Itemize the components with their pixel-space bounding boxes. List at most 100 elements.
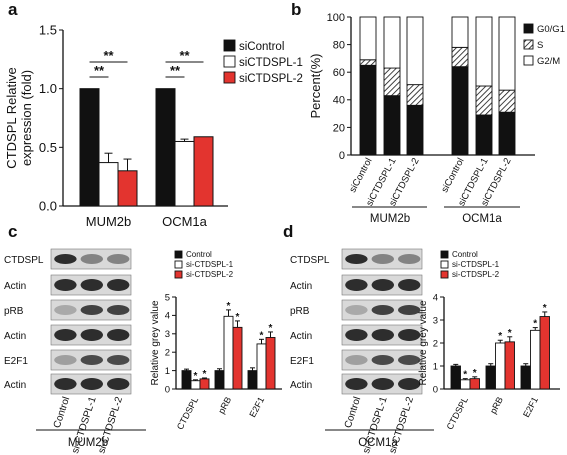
c-legend-label: si-CTDSPL-1 <box>186 260 234 269</box>
b-bar-segment <box>383 95 401 156</box>
d-blot-band <box>371 279 394 291</box>
c-legend-label: Control <box>186 250 212 259</box>
a-y-tick-label: 1.0 <box>39 81 57 96</box>
d-legend-swatch <box>440 270 449 279</box>
d-blot-band <box>345 254 368 264</box>
d-y-tick-label: 2 <box>433 338 438 349</box>
b-y-tick-label: 80 <box>333 39 345 51</box>
a-y-label-line2: expression (fold) <box>19 70 34 166</box>
b-bar-segment <box>498 89 516 113</box>
c-sig-label: * <box>203 369 207 380</box>
b-bar-segment <box>359 16 377 61</box>
b-bar-segment <box>451 66 469 156</box>
a-sig-label: ** <box>179 48 190 63</box>
d-bar <box>495 342 506 390</box>
c-legend-label: si-CTDSPL-2 <box>186 270 234 279</box>
c-blot-band <box>54 355 77 365</box>
b-bar-segment <box>475 114 493 156</box>
a-y-label-line1: CTDSPL Relative <box>4 67 19 168</box>
d-blot-band <box>371 378 394 390</box>
c-bar <box>256 343 267 390</box>
d-x-tick-label: pRB <box>488 395 505 415</box>
panel-letter-c: c <box>8 222 18 241</box>
d-legend-label: Control <box>452 250 478 259</box>
b-bar-segment <box>383 16 401 69</box>
b-bar-segment <box>451 46 469 68</box>
c-bar <box>265 337 276 390</box>
c-cellline-label: MUM2b <box>68 437 108 449</box>
d-blot-row-label: Actin <box>290 281 312 292</box>
c-blot-row-label: Actin <box>4 331 26 342</box>
a-legend-label: siControl <box>239 41 284 53</box>
c-sig-label: * <box>236 312 240 323</box>
b-bar-segment <box>383 67 401 97</box>
b-legend-label: S <box>537 40 543 51</box>
d-blot-band <box>345 305 368 315</box>
c-legend-swatch <box>174 250 183 259</box>
d-blot-band <box>371 329 394 341</box>
c-blot-band <box>54 254 77 264</box>
c-blot-row-label: Actin <box>4 281 26 292</box>
a-x-tick-label: MUM2b <box>86 214 132 229</box>
d-sig-label: * <box>543 303 547 314</box>
a-bar <box>193 136 214 207</box>
d-lane-label: Control <box>343 396 363 430</box>
b-bar-segment <box>406 16 424 86</box>
a-legend-swatch <box>223 55 236 68</box>
d-bar <box>485 365 496 390</box>
c-x-tick-label: CTDSPL <box>175 395 201 431</box>
d-legend-swatch <box>440 260 449 269</box>
d-y-tick-label: 4 <box>433 292 438 303</box>
c-blot-row-label: pRB <box>4 306 24 317</box>
b-bar-segment <box>498 16 516 91</box>
c-y-tick-label: 2 <box>165 348 170 359</box>
c-bar <box>223 315 234 390</box>
c-blot-band <box>80 254 104 264</box>
a-sig-label: ** <box>94 63 105 78</box>
d-y-label: Relative grey value <box>418 300 429 385</box>
c-x-tick-label: pRB <box>216 395 233 415</box>
d-blot-band <box>398 329 421 341</box>
c-sig-label: * <box>194 371 198 382</box>
a-bar <box>155 88 176 207</box>
a-y-tick-label: 0.5 <box>39 140 57 155</box>
d-bar <box>530 329 541 390</box>
c-bar <box>190 380 201 390</box>
b-bar-segment <box>475 16 493 87</box>
d-sig-label: * <box>498 331 502 342</box>
d-x-tick-label: E2F1 <box>521 395 540 419</box>
d-blot-band <box>398 355 421 365</box>
d-blot-band <box>371 254 394 264</box>
b-y-tick-label: 100 <box>327 12 345 24</box>
c-blot-band <box>107 329 130 341</box>
b-group-label: MUM2b <box>370 213 410 225</box>
d-blot-band <box>345 279 368 291</box>
c-blot-band <box>54 378 77 390</box>
a-legend-swatch <box>223 71 236 84</box>
c-sig-label: * <box>260 330 264 341</box>
a-y-tick-label: 0.0 <box>39 199 57 214</box>
c-blot-row-label: CTDSPL <box>4 255 44 266</box>
c-blot-band <box>107 305 130 315</box>
b-y-tick-label: 40 <box>333 95 345 107</box>
b-legend-label: G2/M <box>537 56 560 67</box>
d-y-tick-label: 1 <box>433 361 438 372</box>
c-blot-band <box>54 279 77 291</box>
d-bar <box>520 365 531 390</box>
a-legend-label: siCTDSPL-2 <box>239 73 303 85</box>
b-legend-label: G0/G1 <box>537 24 565 35</box>
c-blot-band <box>107 378 130 390</box>
c-blot-band <box>80 329 104 341</box>
d-y-tick-label: 3 <box>433 315 438 326</box>
b-bar-segment <box>451 16 469 48</box>
d-y-tick-label: 0 <box>433 384 438 395</box>
b-y-label: Percent(%) <box>308 53 323 118</box>
d-blot-band <box>398 305 421 315</box>
d-legend-label: si-CTDSPL-2 <box>452 270 500 279</box>
b-bar-segment <box>359 59 377 66</box>
c-sig-label: * <box>227 301 231 312</box>
c-legend-swatch <box>174 270 183 279</box>
d-sig-label: * <box>463 370 467 381</box>
d-sig-label: * <box>508 328 512 339</box>
